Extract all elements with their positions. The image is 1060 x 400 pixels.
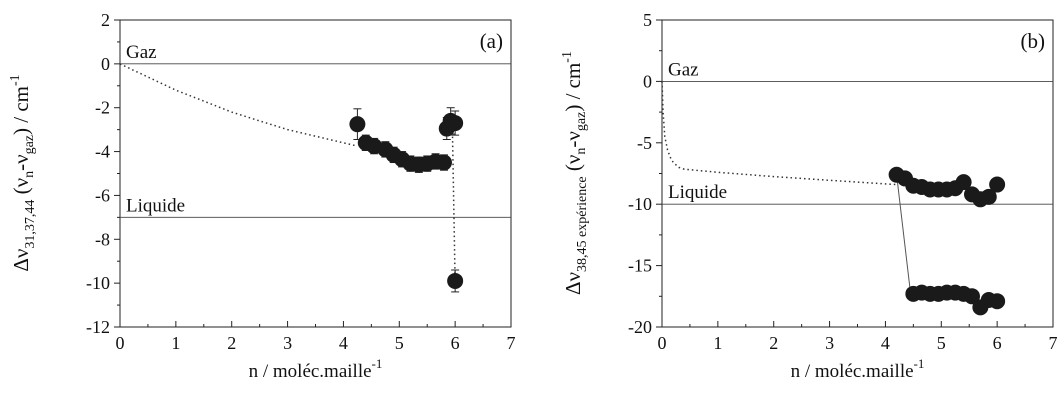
data-point: [980, 188, 997, 205]
data-point: [435, 154, 452, 171]
x-tick-label: 5: [395, 333, 404, 353]
reference-label-liquide: Liquide: [668, 182, 727, 203]
x-tick-label: 0: [116, 333, 125, 353]
x-tick-label: 1: [171, 333, 180, 353]
data-point: [447, 272, 464, 289]
dotted-trend-line: [451, 123, 456, 281]
x-tick-label: 0: [658, 333, 667, 353]
x-tick-label: 7: [1049, 333, 1058, 353]
x-tick-label: 6: [451, 333, 460, 353]
y-tick-label: -5: [637, 133, 652, 153]
y-axis-label: Δν31,37,44 (νn-νgaz) / cm-1: [8, 74, 38, 271]
y-tick-label: -20: [628, 317, 652, 337]
data-point: [989, 293, 1006, 310]
y-tick-label: 2: [101, 10, 110, 30]
data-point: [955, 174, 972, 191]
x-tick-label: 1: [713, 333, 722, 353]
y-tick-label: -10: [628, 194, 652, 214]
x-tick-label: 2: [769, 333, 778, 353]
reference-label-gaz: Gaz: [668, 59, 699, 80]
connector-line: [896, 174, 912, 294]
chart-panel-a: Gaz Liquide 0 1 2 3 4 5 6 7 2 0 -2 -4 -6 -8 -10 -12 n / mo…: [8, 10, 516, 382]
y-tick-label: -4: [95, 142, 110, 162]
x-tick-label: 3: [825, 333, 834, 353]
x-tick-label: 4: [881, 333, 890, 353]
panel-label: (a): [480, 29, 503, 53]
x-axis-label: n / moléc.maille-1: [791, 356, 925, 382]
data-point: [964, 288, 981, 305]
y-tick-label: -15: [628, 256, 652, 276]
data-point: [989, 176, 1006, 193]
data-point: [447, 115, 464, 132]
x-tick-label: 6: [993, 333, 1002, 353]
y-tick-label: 0: [643, 71, 652, 91]
reference-label-gaz: Gaz: [126, 42, 157, 63]
y-tick-label: -10: [86, 273, 110, 293]
y-tick-label: 0: [101, 54, 110, 74]
x-tick-label: 2: [227, 333, 236, 353]
dotted-trend-line: [119, 63, 358, 147]
x-tick-label: 4: [339, 333, 348, 353]
y-tick-label: -12: [86, 317, 110, 337]
y-tick-label: -2: [95, 98, 110, 118]
x-axis-label: n / moléc.maille-1: [249, 356, 383, 382]
y-tick-label: -8: [95, 229, 110, 249]
plot-frame: [661, 19, 1054, 328]
x-tick-label: 3: [283, 333, 292, 353]
reference-label-liquide: Liquide: [126, 195, 185, 216]
x-tick-label: 5: [937, 333, 946, 353]
chart-panel-b: Gaz Liquide 0 1 2 3 4 5 6 7 5 0 -5 -10 -15 -20 n / moléc…: [560, 10, 1058, 382]
y-tick-label: -6: [95, 185, 110, 205]
x-tick-label: 7: [507, 333, 516, 353]
y-axis-label: Δν38,45 expérience (νn-νgaz) / cm-1: [560, 51, 590, 295]
dotted-trend-line: [661, 81, 897, 186]
data-point: [349, 116, 366, 133]
panel-label: (b): [1021, 29, 1046, 53]
y-tick-label: 5: [643, 10, 652, 30]
